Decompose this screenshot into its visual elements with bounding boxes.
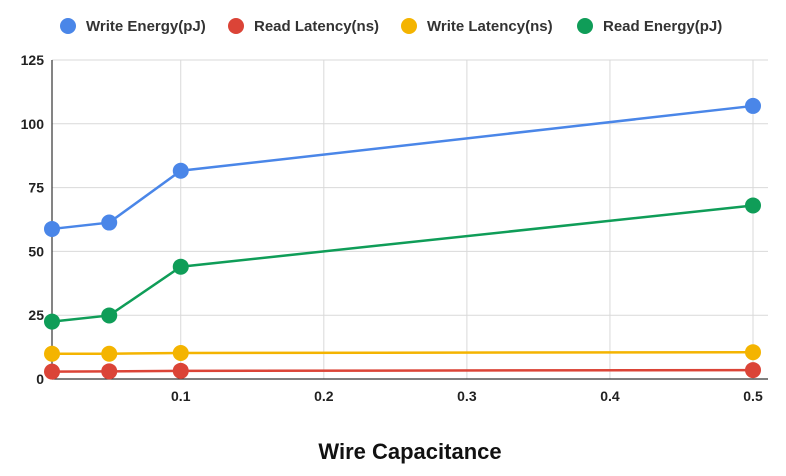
grid xyxy=(52,59,768,379)
legend-label: Write Latency(ns) xyxy=(427,18,553,35)
data-point[interactable] xyxy=(172,258,189,275)
data-point[interactable] xyxy=(745,344,761,361)
axes: 0 25 50 75 100 125 0.1 0.2 0.3 0.4 0.5 xyxy=(21,52,768,404)
legend-label: Read Latency(ns) xyxy=(254,18,379,35)
y-tick-label: 0 xyxy=(36,371,44,387)
series-line xyxy=(52,350,754,355)
series-line xyxy=(51,104,754,231)
data-point[interactable] xyxy=(44,363,60,380)
legend-marker xyxy=(577,18,593,34)
data-point[interactable] xyxy=(101,363,118,380)
x-tick-label: 0.2 xyxy=(314,388,334,404)
data-point[interactable] xyxy=(101,307,118,324)
data-point[interactable] xyxy=(172,344,189,361)
legend-label: Write Energy(pJ) xyxy=(86,18,206,35)
series-3 xyxy=(44,197,761,330)
legend-item[interactable]: Read Energy(pJ) xyxy=(577,18,722,35)
x-tick-label: 0.5 xyxy=(743,388,763,404)
data-point[interactable] xyxy=(101,214,118,231)
data-point[interactable] xyxy=(172,362,189,379)
legend-label: Read Energy(pJ) xyxy=(603,18,722,35)
legend-item[interactable]: Write Energy(pJ) xyxy=(60,18,206,35)
legend-item[interactable]: Read Latency(ns) xyxy=(228,18,379,35)
series-2 xyxy=(44,344,761,362)
y-tick-label: 100 xyxy=(21,116,45,132)
x-tick-label: 0.4 xyxy=(600,388,620,404)
y-tick-label: 50 xyxy=(28,243,44,259)
legend-marker xyxy=(228,18,244,34)
data-point[interactable] xyxy=(101,345,118,362)
series-lines xyxy=(44,97,761,380)
series-0 xyxy=(44,97,761,237)
data-point[interactable] xyxy=(745,97,761,114)
data-point[interactable] xyxy=(44,313,60,330)
y-tick-label: 125 xyxy=(21,52,45,68)
series-line xyxy=(51,204,754,323)
legend-item[interactable]: Write Latency(ns) xyxy=(401,18,553,35)
series-line xyxy=(51,368,754,373)
x-axis-title: Wire Capacitance xyxy=(318,439,501,464)
legend-marker xyxy=(401,18,417,34)
series-1 xyxy=(44,362,761,380)
y-tick-label: 75 xyxy=(28,180,44,196)
data-point[interactable] xyxy=(172,162,189,179)
y-tick-label: 25 xyxy=(28,307,44,323)
legend: Write Energy(pJ) Read Latency(ns) Write La… xyxy=(60,18,722,35)
data-point[interactable] xyxy=(745,197,761,214)
x-tick-label: 0.3 xyxy=(457,388,477,404)
x-tick-label: 0.1 xyxy=(171,388,191,404)
data-point[interactable] xyxy=(44,345,60,362)
data-point[interactable] xyxy=(44,220,60,237)
data-point[interactable] xyxy=(745,362,761,379)
legend-marker xyxy=(60,18,76,34)
